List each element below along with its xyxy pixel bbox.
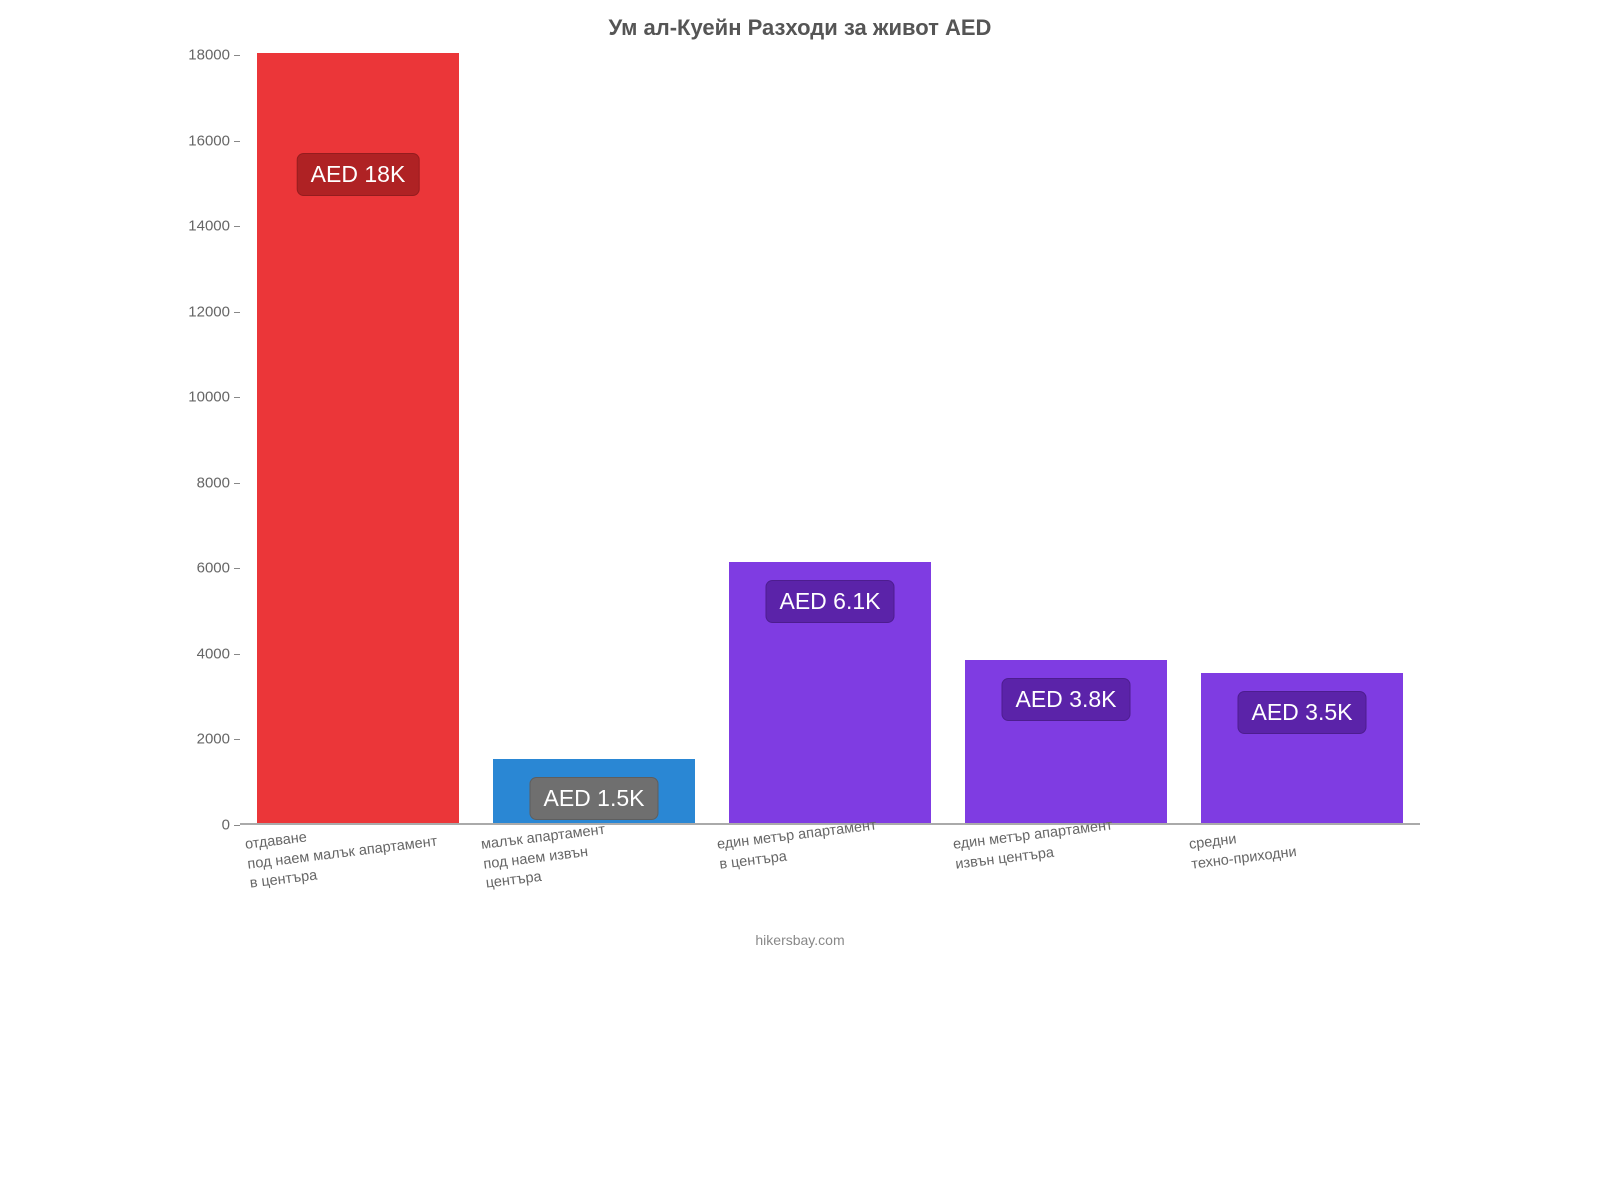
x-axis-label: средни техно-приходни — [1188, 823, 1298, 875]
y-tick-label: 6000 — [170, 560, 240, 577]
x-axis-label: един метър апартамент в центъра — [716, 816, 880, 874]
y-tick-mark — [234, 397, 240, 398]
x-axis-label: малък апартамент под наем извън центъра — [480, 821, 611, 894]
value-badge: AED 3.8K — [1001, 678, 1130, 721]
y-tick-label: 0 — [170, 817, 240, 834]
y-tick-mark — [234, 55, 240, 56]
y-tick-label: 16000 — [170, 132, 240, 149]
value-badge: AED 3.5K — [1237, 691, 1366, 734]
y-tick-label: 10000 — [170, 389, 240, 406]
y-tick-mark — [234, 825, 240, 826]
y-tick-label: 4000 — [170, 645, 240, 662]
bar-slot: AED 1.5K — [476, 55, 712, 823]
y-tick-label: 14000 — [170, 218, 240, 235]
bar-slot: AED 3.5K — [1184, 55, 1420, 823]
bar-slot: AED 6.1K — [712, 55, 948, 823]
value-badge: AED 18K — [297, 153, 420, 196]
y-tick-mark — [234, 483, 240, 484]
y-tick-mark — [234, 739, 240, 740]
bar: AED 1.5K — [493, 759, 696, 823]
y-tick-mark — [234, 312, 240, 313]
value-badge: AED 6.1K — [765, 580, 894, 623]
bar: AED 18K — [257, 53, 460, 823]
bars-group: AED 18K AED 1.5K AED 6.1K AED 3.8K AED 3.5K — [240, 55, 1420, 823]
y-tick-label: 8000 — [170, 474, 240, 491]
chart-container: Ум ал-Куейн Разходи за живот AED AED 18K… — [160, 0, 1440, 960]
plot-area: AED 18KAED 1.5KAED 6.1KAED 3.8KAED 3.5K … — [240, 55, 1420, 825]
y-tick-label: 12000 — [170, 303, 240, 320]
y-tick-label: 2000 — [170, 731, 240, 748]
x-axis-label: един метър апартамент извън центъра — [952, 816, 1116, 874]
chart-title: Ум ал-Куейн Разходи за живот AED — [160, 15, 1440, 41]
bar: AED 6.1K — [729, 562, 932, 823]
value-badge: AED 1.5K — [529, 777, 658, 820]
y-tick-mark — [234, 654, 240, 655]
attribution-text: hikersbay.com — [160, 932, 1440, 948]
bar-slot: AED 18K — [240, 55, 476, 823]
bar: AED 3.8K — [965, 660, 1168, 823]
y-tick-label: 18000 — [170, 47, 240, 64]
bar: AED 3.5K — [1201, 673, 1404, 823]
y-tick-mark — [234, 226, 240, 227]
y-tick-mark — [234, 568, 240, 569]
bar-slot: AED 3.8K — [948, 55, 1184, 823]
y-tick-mark — [234, 141, 240, 142]
